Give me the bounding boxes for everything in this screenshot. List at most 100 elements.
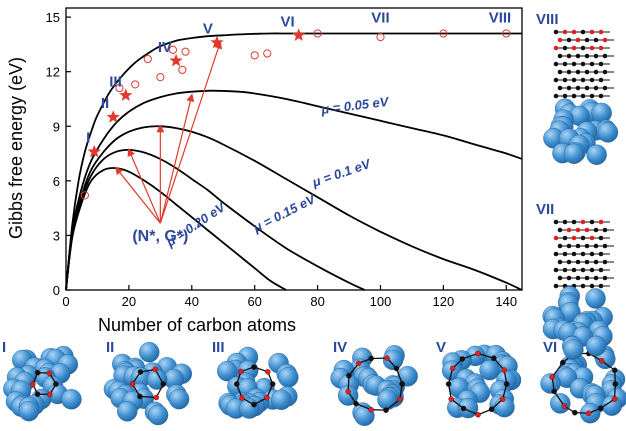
tube-atom [575,275,581,281]
tube-atom [580,267,586,273]
tube-atom [557,243,563,249]
edge-carbon-atom [46,370,53,376]
structure-panel-II: II [103,339,192,426]
tube-atom [593,275,599,281]
tube-atom [602,37,608,43]
tube-atom [584,275,590,281]
edge-carbon-atom [501,367,507,373]
series-line-0 [65,32,522,291]
edge-carbon-atom [368,406,374,413]
tube-atom [571,267,577,273]
carbon-atom [251,364,257,370]
tube-atom [575,53,581,59]
annotation-arrow [127,148,161,224]
tube-atom [571,235,577,241]
series-line-1 [65,89,523,291]
open-circle-point [376,33,385,42]
structure-panel-VIII: VIII [536,11,619,165]
edge-carbon-atom [598,358,605,364]
structure-panel-I: I [2,339,82,422]
tube-atom [598,93,604,99]
tube-atom [584,53,590,59]
x-axis-label: Number of carbon atoms [98,315,296,335]
carbon-atom [234,381,240,387]
metal-atom [117,401,138,422]
tube-atom [566,259,572,265]
edge-carbon-atom [384,355,390,361]
curve-label: μ = 0.15 eV [250,191,319,236]
tube-atom [589,93,595,99]
metal-atom [61,389,82,410]
tube-atom [580,45,586,51]
y-tick-label: 12 [46,65,60,80]
metal-atom [139,341,160,363]
tube-atom [584,37,590,43]
carbon-atom [137,393,143,400]
metal-atom [271,389,292,410]
arrows-layer: (N*, G*) [115,40,223,245]
structure-panel-III: III [212,339,299,419]
tube-atom [553,251,559,257]
tube-atom [557,69,563,75]
carbon-atom [551,388,557,395]
tube-atom [580,93,586,99]
x-tick-label: 40 [185,294,199,309]
open-circle-point [502,29,511,38]
tube-atom [553,61,559,67]
curve-label: μ = 0.20 eV [163,199,229,250]
tube-atom [593,259,599,265]
carbon-atom [251,401,257,408]
carbon-atom [353,400,359,407]
tube-atom [562,251,568,257]
edge-carbon-atom [153,394,160,401]
tube-atom [580,235,586,241]
tube-atom [562,61,568,67]
plot-frame [65,7,523,291]
metal-atom [18,400,40,422]
curve-label: μ = 0.05 eV [319,94,390,117]
tube-atom [566,227,572,233]
tube-atom [589,251,595,257]
carbon-atom [393,365,400,372]
carbon-atom [459,356,466,362]
tube-atom [580,77,586,83]
carbon-atom [368,355,374,362]
tube-atom [580,251,586,257]
carbon-bond [385,398,401,411]
labels-layer: μ = 0.05 eV μ = 0.1 eVμ = 0.15 eV μ = 0.20… [163,94,391,250]
tube-atom [557,85,563,91]
metal-atom [168,388,190,410]
panel-label: II [106,339,114,356]
open-circle-point [143,54,152,64]
edge-carbon-atom [585,410,592,417]
metal-atom [540,373,561,394]
tube-atom [553,219,559,225]
star-label: VI [281,13,295,30]
carbon-atom [160,381,167,387]
tube-atom [602,69,608,75]
series-line-2 [65,125,523,291]
metal-atom [585,335,607,357]
open-circle-point [313,29,322,38]
star-point [169,53,183,67]
edge-carbon-atom [449,365,456,372]
annotation-label: (N*, G*) [132,228,188,245]
carbon-atom [488,406,495,413]
annotation-arrow [159,93,195,224]
tube-atom [562,267,568,273]
star-point [106,110,120,123]
panel-label: IV [333,339,347,356]
tube-atom [557,37,563,43]
edge-carbon-atom [129,381,136,387]
tube-atom [589,77,595,83]
open-circle-point [168,45,178,54]
tube-atom [589,45,595,51]
star-label: III [109,73,122,90]
y-tick-label: 0 [53,283,60,298]
star-point [292,28,306,41]
tube-atom [557,275,563,281]
tube-atom [598,61,604,67]
star-label: IV [158,39,172,56]
